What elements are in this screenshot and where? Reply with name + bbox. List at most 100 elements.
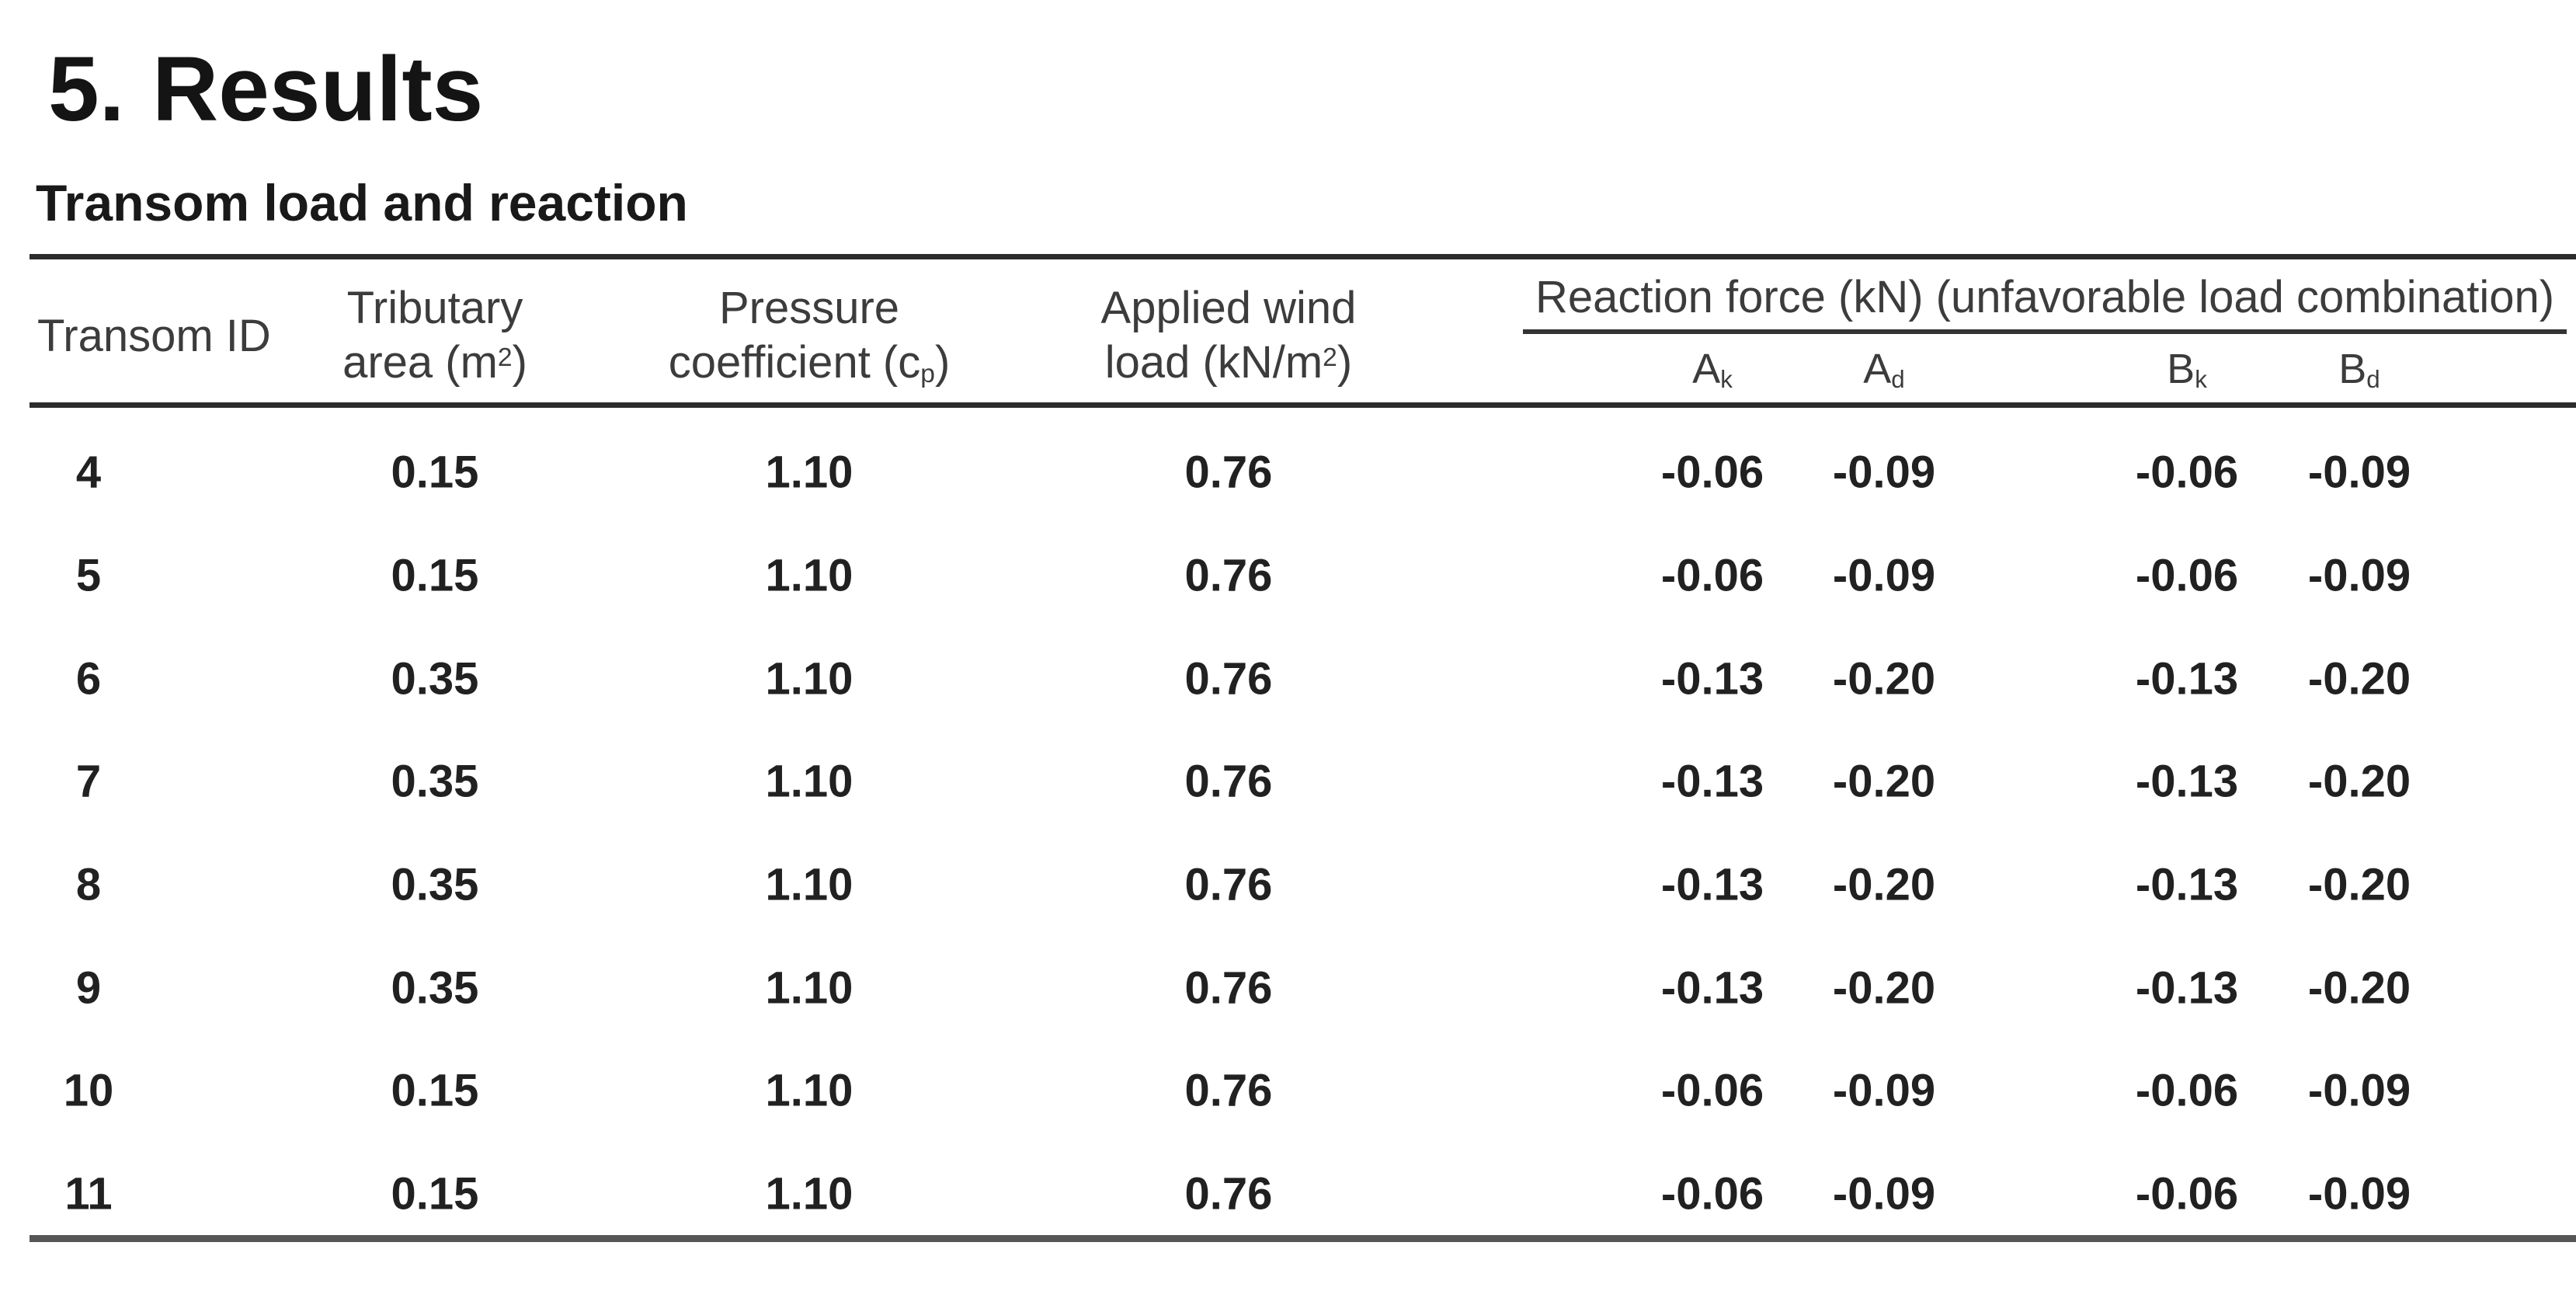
cell-reaction-bd: -0.09 [2307,1168,2411,1220]
cell-transom-id: 5 [75,550,102,601]
header-line2-close: ) [1337,337,1353,388]
cell-wind-load: 0.76 [1184,756,1273,807]
cell-reaction-ad: -0.09 [1832,550,1936,601]
cell-transom-id: 7 [75,756,102,807]
cell-tributary-area: 0.15 [391,447,479,498]
header-base: B [2167,346,2195,392]
subscript-d: d [1891,365,1905,393]
header-line2-close: ) [934,337,951,388]
cell-reaction-ak: -0.06 [1660,1065,1764,1116]
cell-reaction-bd: -0.20 [2307,859,2411,910]
cell-reaction-bd: -0.09 [2307,447,2411,498]
cell-reaction-ak: -0.13 [1660,653,1764,705]
section-title: Results [152,38,484,141]
subscript-d: d [2366,365,2380,393]
section-heading: 5. Results [48,43,483,135]
col-header-transom-id: Transom ID [37,311,271,361]
cell-wind-load: 0.76 [1184,447,1273,498]
cell-reaction-bk: -0.06 [2135,550,2239,601]
cell-reaction-ak: -0.13 [1660,859,1764,910]
cell-transom-id: 8 [75,859,102,910]
header-line1: Pressure [718,283,900,333]
cell-reaction-bk: -0.06 [2135,1065,2239,1116]
cell-transom-id: 10 [63,1065,114,1116]
cell-wind-load: 0.76 [1184,1065,1273,1116]
cell-reaction-ak: -0.13 [1660,756,1764,807]
col-header-pressure-coefficient: Pressure coefficient (cp) [669,281,951,390]
cell-wind-load: 0.76 [1184,653,1273,705]
col-header-wind-load: Applied wind load (kN/m2) [1101,281,1357,390]
cell-reaction-ak: -0.06 [1660,447,1764,498]
header-line2: load (kN/m [1104,337,1323,388]
cell-reaction-bk: -0.13 [2135,859,2239,910]
cell-reaction-ad: -0.09 [1832,447,1936,498]
cell-reaction-ad: -0.09 [1832,1168,1936,1220]
cell-pressure-coefficient: 1.10 [765,1065,853,1116]
cell-transom-id: 6 [75,653,102,705]
col-header-tributary-area: Tributary area (m2) [342,281,527,390]
cell-tributary-area: 0.35 [391,859,479,910]
section-number: 5. [48,38,125,141]
cell-pressure-coefficient: 1.10 [765,447,853,498]
cell-tributary-area: 0.35 [391,653,479,705]
cell-pressure-coefficient: 1.10 [765,859,853,910]
cell-pressure-coefficient: 1.10 [765,1168,853,1220]
col-header-bk: Bk [2167,346,2207,391]
cell-tributary-area: 0.35 [391,756,479,807]
cell-wind-load: 0.76 [1184,1168,1273,1220]
col-header-bd: Bd [2338,346,2380,391]
cell-tributary-area: 0.15 [391,1065,479,1116]
cell-transom-id: 9 [75,962,102,1014]
cell-reaction-bd: -0.20 [2307,653,2411,705]
header-line2: area (m [342,337,498,388]
cell-reaction-bd: -0.20 [2307,756,2411,807]
superscript-2: 2 [1323,343,1337,372]
cell-pressure-coefficient: 1.10 [765,756,853,807]
cell-pressure-coefficient: 1.10 [765,550,853,601]
superscript-2: 2 [497,343,513,372]
cell-wind-load: 0.76 [1184,550,1273,601]
reaction-group-header: Reaction force (kN) (unfavorable load co… [1535,272,2555,322]
cell-reaction-ak: -0.06 [1660,1168,1764,1220]
col-header-ad: Ad [1863,346,1904,391]
cell-reaction-ad: -0.20 [1832,859,1936,910]
header-line2: coefficient (c [668,337,921,388]
cell-reaction-bd: -0.20 [2307,962,2411,1014]
reaction-group-underline [1523,329,2567,334]
header-base: B [2338,346,2367,392]
table-top-rule [30,254,2576,259]
cell-transom-id: 4 [75,447,102,498]
cell-reaction-ak: -0.06 [1660,550,1764,601]
cell-reaction-ad: -0.20 [1832,653,1936,705]
subscript-p: p [920,360,935,389]
cell-reaction-bk: -0.13 [2135,653,2239,705]
cell-reaction-bd: -0.09 [2307,550,2411,601]
cell-reaction-ak: -0.13 [1660,962,1764,1014]
header-base: A [1863,346,1892,392]
header-line1: Applied wind [1100,283,1357,333]
cell-reaction-bk: -0.13 [2135,962,2239,1014]
table-bottom-rule [30,1235,2576,1242]
header-line2-close: ) [512,337,527,388]
cell-wind-load: 0.76 [1184,859,1273,910]
cell-reaction-bk: -0.13 [2135,756,2239,807]
cell-tributary-area: 0.35 [391,962,479,1014]
cell-transom-id: 11 [64,1168,113,1220]
subscript-k: k [2195,365,2207,393]
cell-reaction-ad: -0.20 [1832,962,1936,1014]
cell-reaction-ad: -0.09 [1832,1065,1936,1116]
col-header-ak: Ak [1692,346,1733,391]
table-title: Transom load and reaction [36,174,688,231]
cell-pressure-coefficient: 1.10 [765,962,853,1014]
cell-tributary-area: 0.15 [391,1168,479,1220]
header-line1: Tributary [346,283,523,333]
subscript-k: k [1720,365,1733,393]
cell-reaction-bk: -0.06 [2135,1168,2239,1220]
cell-tributary-area: 0.15 [391,550,479,601]
cell-pressure-coefficient: 1.10 [765,653,853,705]
table-header-rule [30,402,2576,408]
cell-reaction-bd: -0.09 [2307,1065,2411,1116]
cell-wind-load: 0.76 [1184,962,1273,1014]
header-base: A [1692,346,1721,392]
